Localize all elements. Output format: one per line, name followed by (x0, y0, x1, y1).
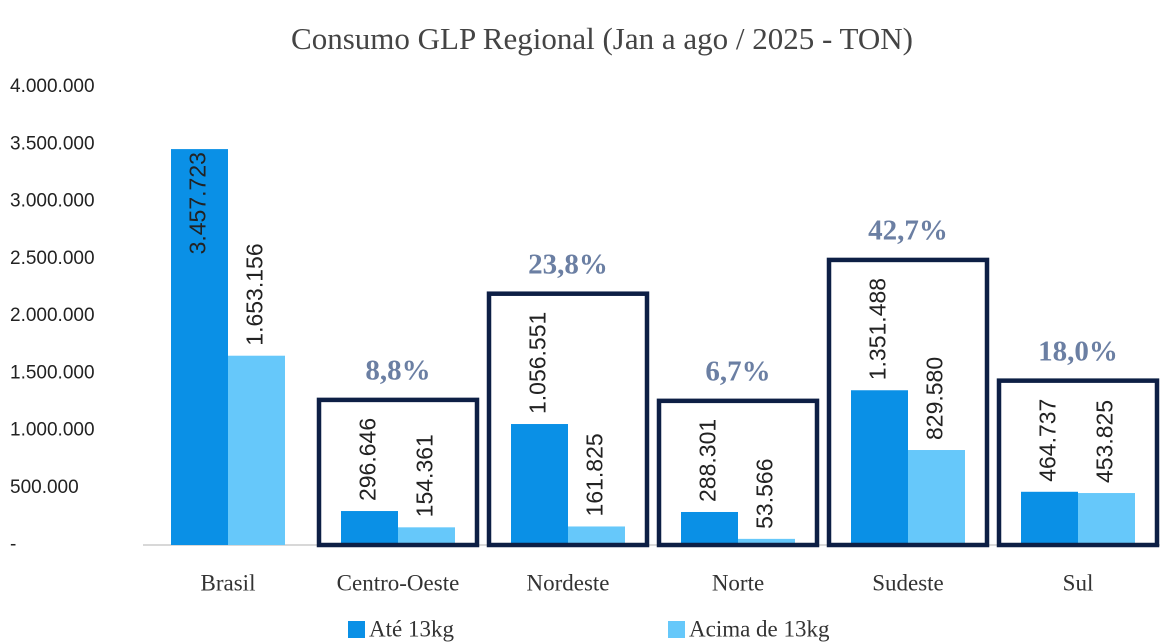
legend-label: Até 13kg (369, 616, 454, 641)
y-tick-label: 1.000.000 (10, 420, 95, 441)
annotation: 18,0% (1038, 335, 1118, 367)
bar (1078, 493, 1135, 545)
legend-swatch (348, 621, 365, 638)
bar (568, 526, 625, 545)
bar (341, 511, 398, 545)
y-tick-label: - (10, 534, 16, 555)
value-label: 154.361 (412, 434, 438, 517)
y-tick-label: 3.000.000 (10, 191, 95, 212)
y-tick-label: 500.000 (10, 477, 79, 498)
value-label: 829.580 (922, 357, 948, 440)
bar (738, 538, 795, 545)
legend-label: Acima de 13kg (689, 616, 830, 641)
bar (908, 450, 965, 545)
value-label: 1.056.551 (525, 312, 551, 414)
region-box (996, 378, 1160, 548)
bar (511, 424, 568, 545)
value-label: 288.301 (695, 419, 721, 502)
chart-title: Consumo GLP Regional (Jan a ago / 2025 -… (291, 21, 913, 56)
region-box (826, 257, 990, 548)
x-tick-label: Centro-Oeste (337, 570, 460, 595)
value-label: 1.653.156 (242, 243, 268, 345)
x-tick-label: Brasil (201, 570, 256, 595)
region-box (486, 291, 650, 548)
x-tick-label: Nordeste (526, 570, 609, 595)
region-box (656, 398, 820, 548)
bar (171, 149, 228, 546)
y-tick-label: 4.000.000 (10, 76, 95, 97)
y-tick-label: 2.000.000 (10, 305, 95, 326)
y-tick-label: 3.500.000 (10, 133, 95, 154)
value-label: 453.825 (1092, 400, 1118, 483)
annotation: 42,7% (868, 215, 948, 247)
region-box (316, 397, 480, 548)
value-label: 1.351.488 (865, 278, 891, 380)
annotation: 6,7% (705, 356, 770, 388)
x-tick-label: Sul (1063, 570, 1094, 595)
x-tick-label: Norte (712, 570, 764, 595)
value-label: 464.737 (1035, 399, 1061, 482)
value-label: 53.566 (752, 459, 778, 529)
y-tick-label: 1.500.000 (10, 362, 95, 383)
bar (681, 511, 738, 545)
x-tick-label: Sudeste (872, 570, 944, 595)
annotation: 23,8% (528, 248, 608, 280)
bar (398, 527, 455, 545)
value-label: 161.825 (582, 433, 608, 516)
annotation: 8,8% (365, 355, 430, 387)
bar (1021, 491, 1078, 545)
bar (228, 355, 285, 545)
value-label: 3.457.723 (185, 152, 211, 254)
bar (851, 390, 908, 545)
legend-swatch (668, 621, 685, 638)
y-tick-label: 2.500.000 (10, 248, 95, 269)
value-label: 296.646 (355, 418, 381, 501)
